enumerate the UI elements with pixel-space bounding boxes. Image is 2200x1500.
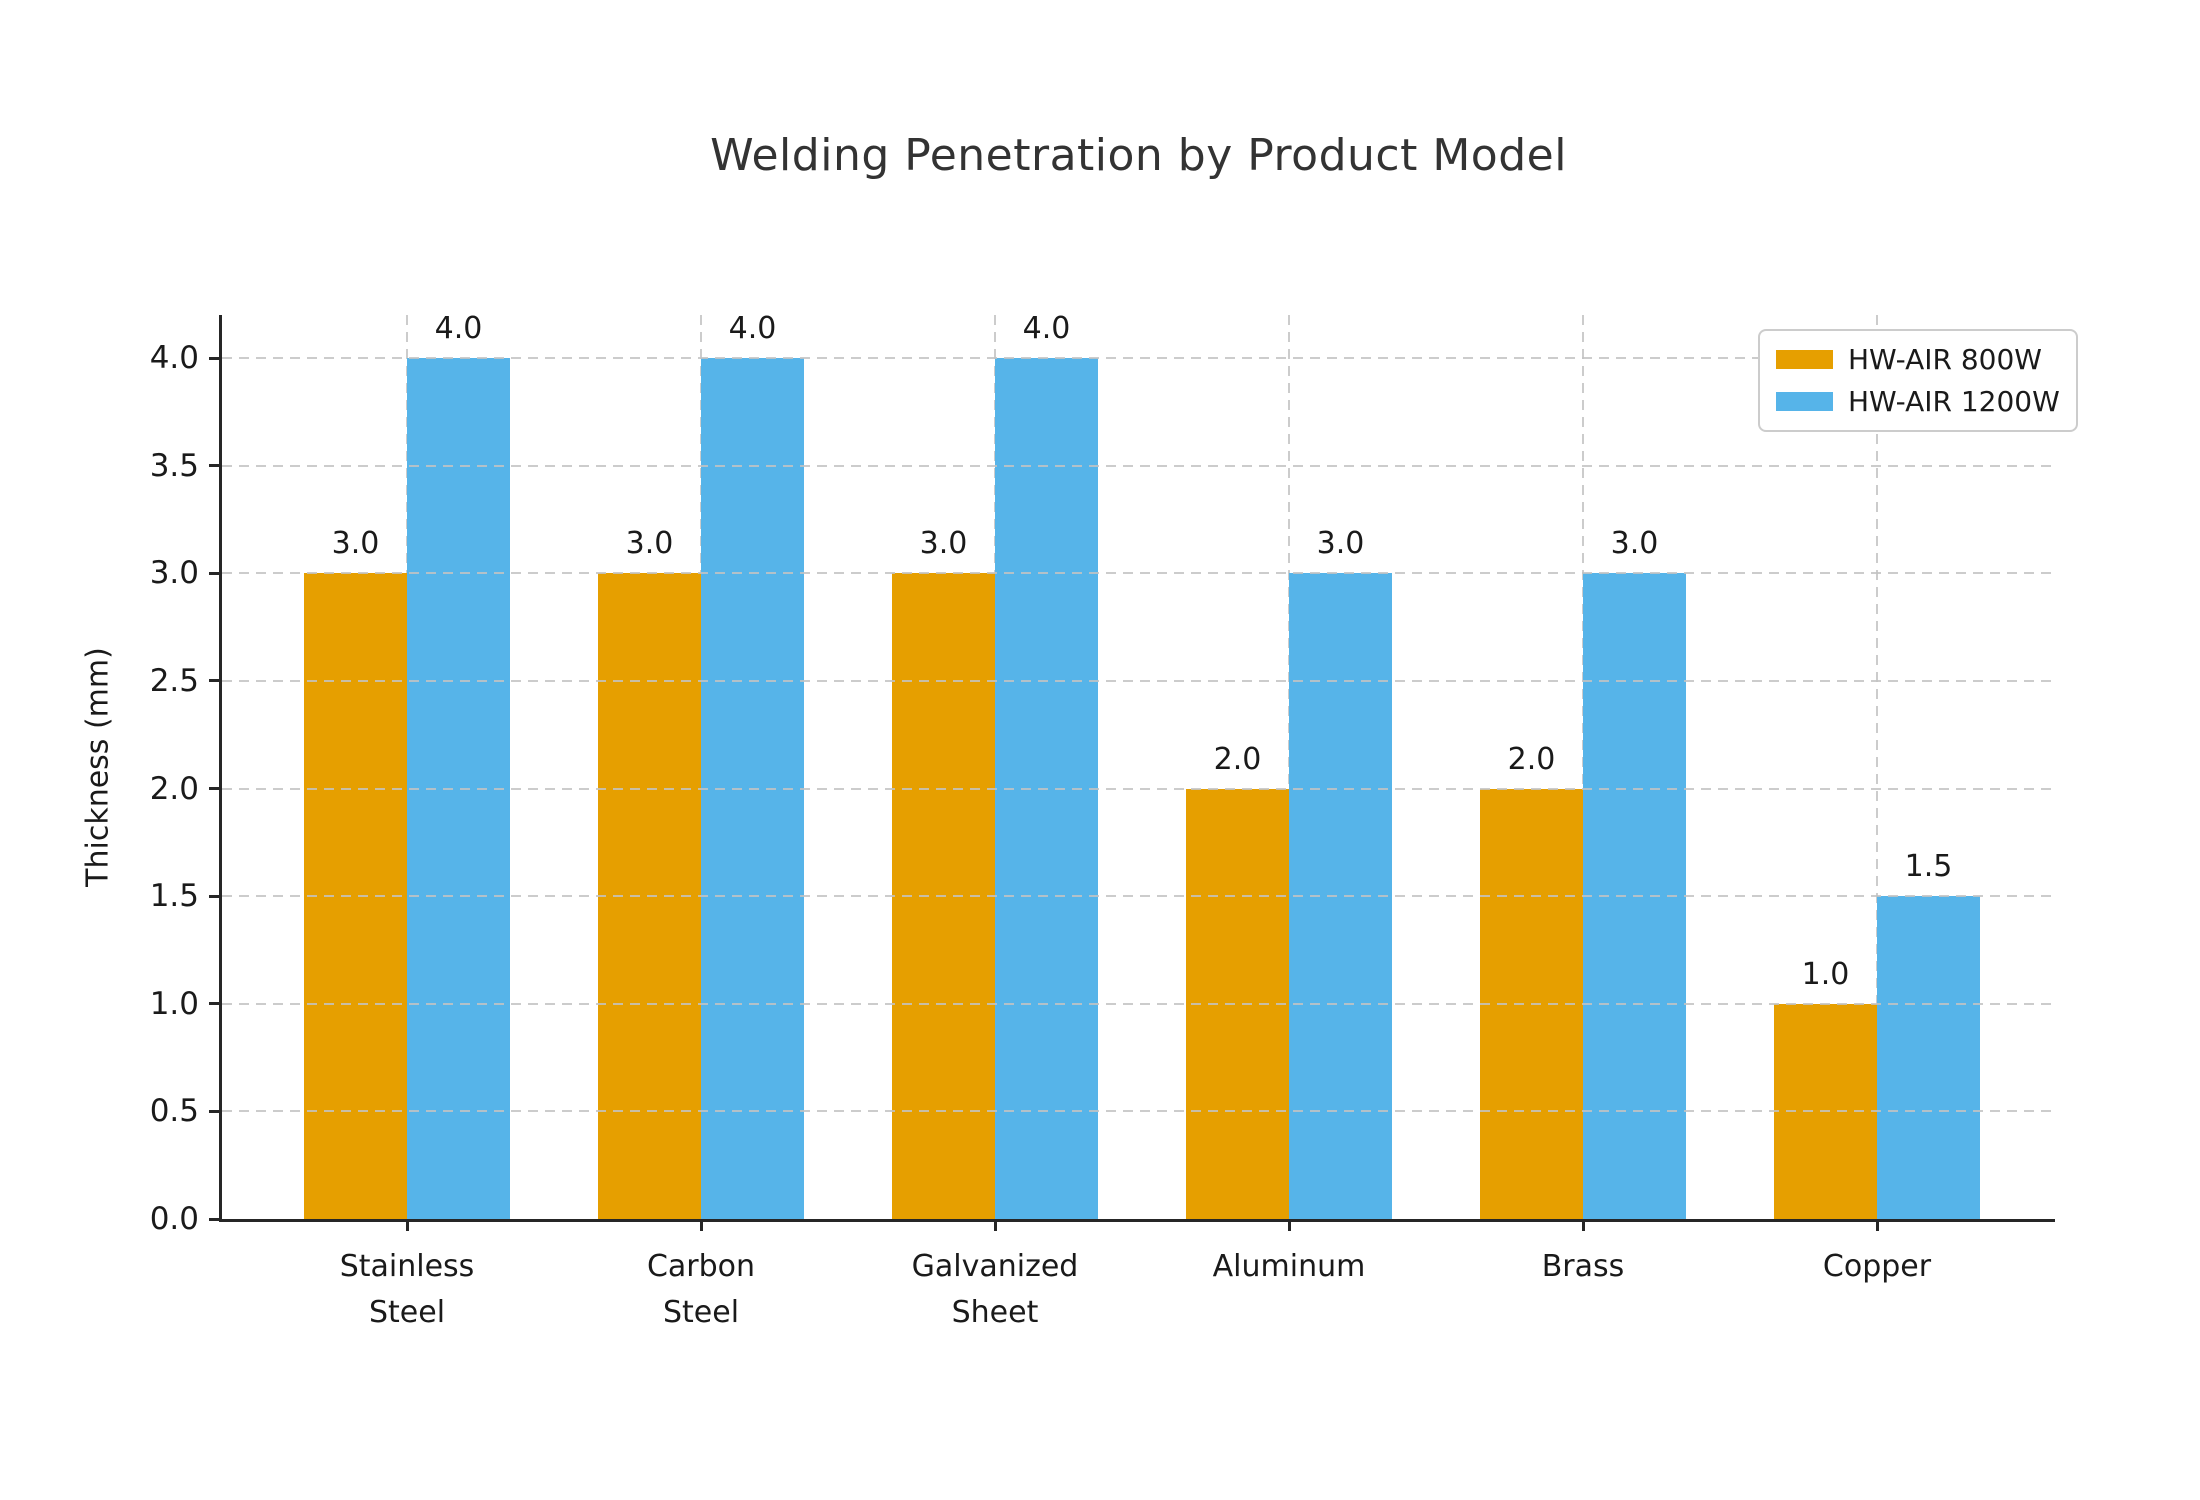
y-tick-label: 0.0 — [149, 1201, 199, 1237]
horizontal-gridline — [222, 1110, 2055, 1113]
y-tick-mark — [209, 1002, 219, 1006]
horizontal-gridline — [222, 572, 2055, 575]
legend-row: HW-AIR 800W — [1776, 343, 2060, 376]
x-tick-label-line: Aluminum — [1212, 1249, 1366, 1284]
y-tick-mark — [209, 679, 219, 683]
x-tick-label-aluminum: Aluminum — [1142, 1244, 1436, 1290]
x-tick-label-line: Brass — [1541, 1249, 1625, 1284]
chart-title: Welding Penetration by Product Model — [710, 130, 1567, 181]
y-tick-label: 0.5 — [149, 1093, 199, 1130]
x-tick-label-line: Carbon — [646, 1249, 756, 1284]
x-tick-label-carbon-steel: Carbon Steel — [554, 1244, 848, 1336]
bar-value-label: 4.0 — [434, 311, 483, 347]
x-tick-label-stainless-steel: Stainless Steel — [260, 1244, 554, 1336]
x-tick-mark — [405, 1219, 409, 1231]
y-tick-mark — [209, 894, 219, 898]
y-tick-mark — [209, 571, 219, 575]
bar-value-label: 4.0 — [728, 311, 777, 347]
legend: HW-AIR 800W HW-AIR 1200W — [1758, 329, 2078, 432]
horizontal-gridline — [222, 464, 2055, 467]
horizontal-gridline — [222, 679, 2055, 682]
y-axis-spine — [219, 315, 222, 1222]
bar-value-label: 3.0 — [1610, 526, 1659, 562]
y-tick-mark — [209, 356, 219, 360]
y-tick-mark — [209, 787, 219, 791]
x-axis-spine — [219, 1219, 2055, 1222]
x-tick-mark — [699, 1219, 703, 1231]
x-tick-label-line: Galvanized — [911, 1249, 1079, 1284]
x-tick-label-copper: Copper — [1730, 1244, 2024, 1290]
legend-row: HW-AIR 1200W — [1776, 385, 2060, 418]
legend-label-1200w: HW-AIR 1200W — [1848, 385, 2060, 418]
y-tick-label: 3.0 — [149, 555, 199, 592]
legend-swatch-1200w — [1776, 392, 1833, 411]
x-tick-label-galvanized-sheet: Galvanized Sheet — [848, 1244, 1142, 1336]
bar-hw-air-1200w-5 — [1877, 896, 1980, 1219]
y-tick-mark — [209, 1109, 219, 1113]
x-tick-label-line: Steel — [368, 1295, 446, 1330]
y-tick-label: 1.5 — [149, 878, 199, 915]
x-tick-label-line: Sheet — [951, 1295, 1039, 1330]
y-tick-mark — [209, 464, 219, 468]
bar-value-label: 1.0 — [1801, 956, 1850, 992]
y-tick-label: 2.5 — [149, 662, 199, 699]
y-tick-label: 4.0 — [149, 340, 199, 377]
bar-value-label: 3.0 — [331, 526, 380, 562]
x-tick-label-line: Stainless — [339, 1249, 475, 1284]
horizontal-gridline — [222, 1002, 2055, 1005]
y-tick-label: 1.0 — [149, 985, 199, 1022]
x-tick-label-brass: Brass — [1436, 1244, 1730, 1290]
bar-value-label: 3.0 — [625, 526, 674, 562]
vertical-gridline — [1876, 315, 1878, 1219]
bar-value-label: 2.0 — [1507, 741, 1556, 777]
x-tick-mark — [1287, 1219, 1291, 1231]
y-tick-label: 3.5 — [149, 447, 199, 484]
bar-value-label: 3.0 — [1316, 526, 1365, 562]
plot-area: 3.0 3.0 3.0 2.0 2.0 1.0 4.0 4.0 4.0 3.0 3.0 1.5 0.0 0… — [150, 311, 2055, 1330]
x-tick-label-line: Steel — [662, 1295, 740, 1330]
bar-value-label: 3.0 — [919, 526, 968, 562]
y-tick-mark — [209, 1217, 219, 1221]
x-tick-mark — [1875, 1219, 1879, 1231]
bar-value-label: 4.0 — [1022, 311, 1071, 347]
x-tick-mark — [993, 1219, 997, 1231]
legend-label-800w: HW-AIR 800W — [1848, 343, 2042, 376]
horizontal-gridline — [222, 895, 2055, 898]
y-tick-label: 2.0 — [149, 770, 199, 807]
legend-swatch-800w — [1776, 350, 1833, 369]
horizontal-gridline — [222, 787, 2055, 790]
horizontal-gridline — [222, 357, 2055, 360]
bar-value-label: 2.0 — [1213, 741, 1262, 777]
x-tick-mark — [1581, 1219, 1585, 1231]
bar-value-label: 1.5 — [1904, 849, 1953, 885]
x-tick-label-line: Copper — [1822, 1249, 1932, 1284]
